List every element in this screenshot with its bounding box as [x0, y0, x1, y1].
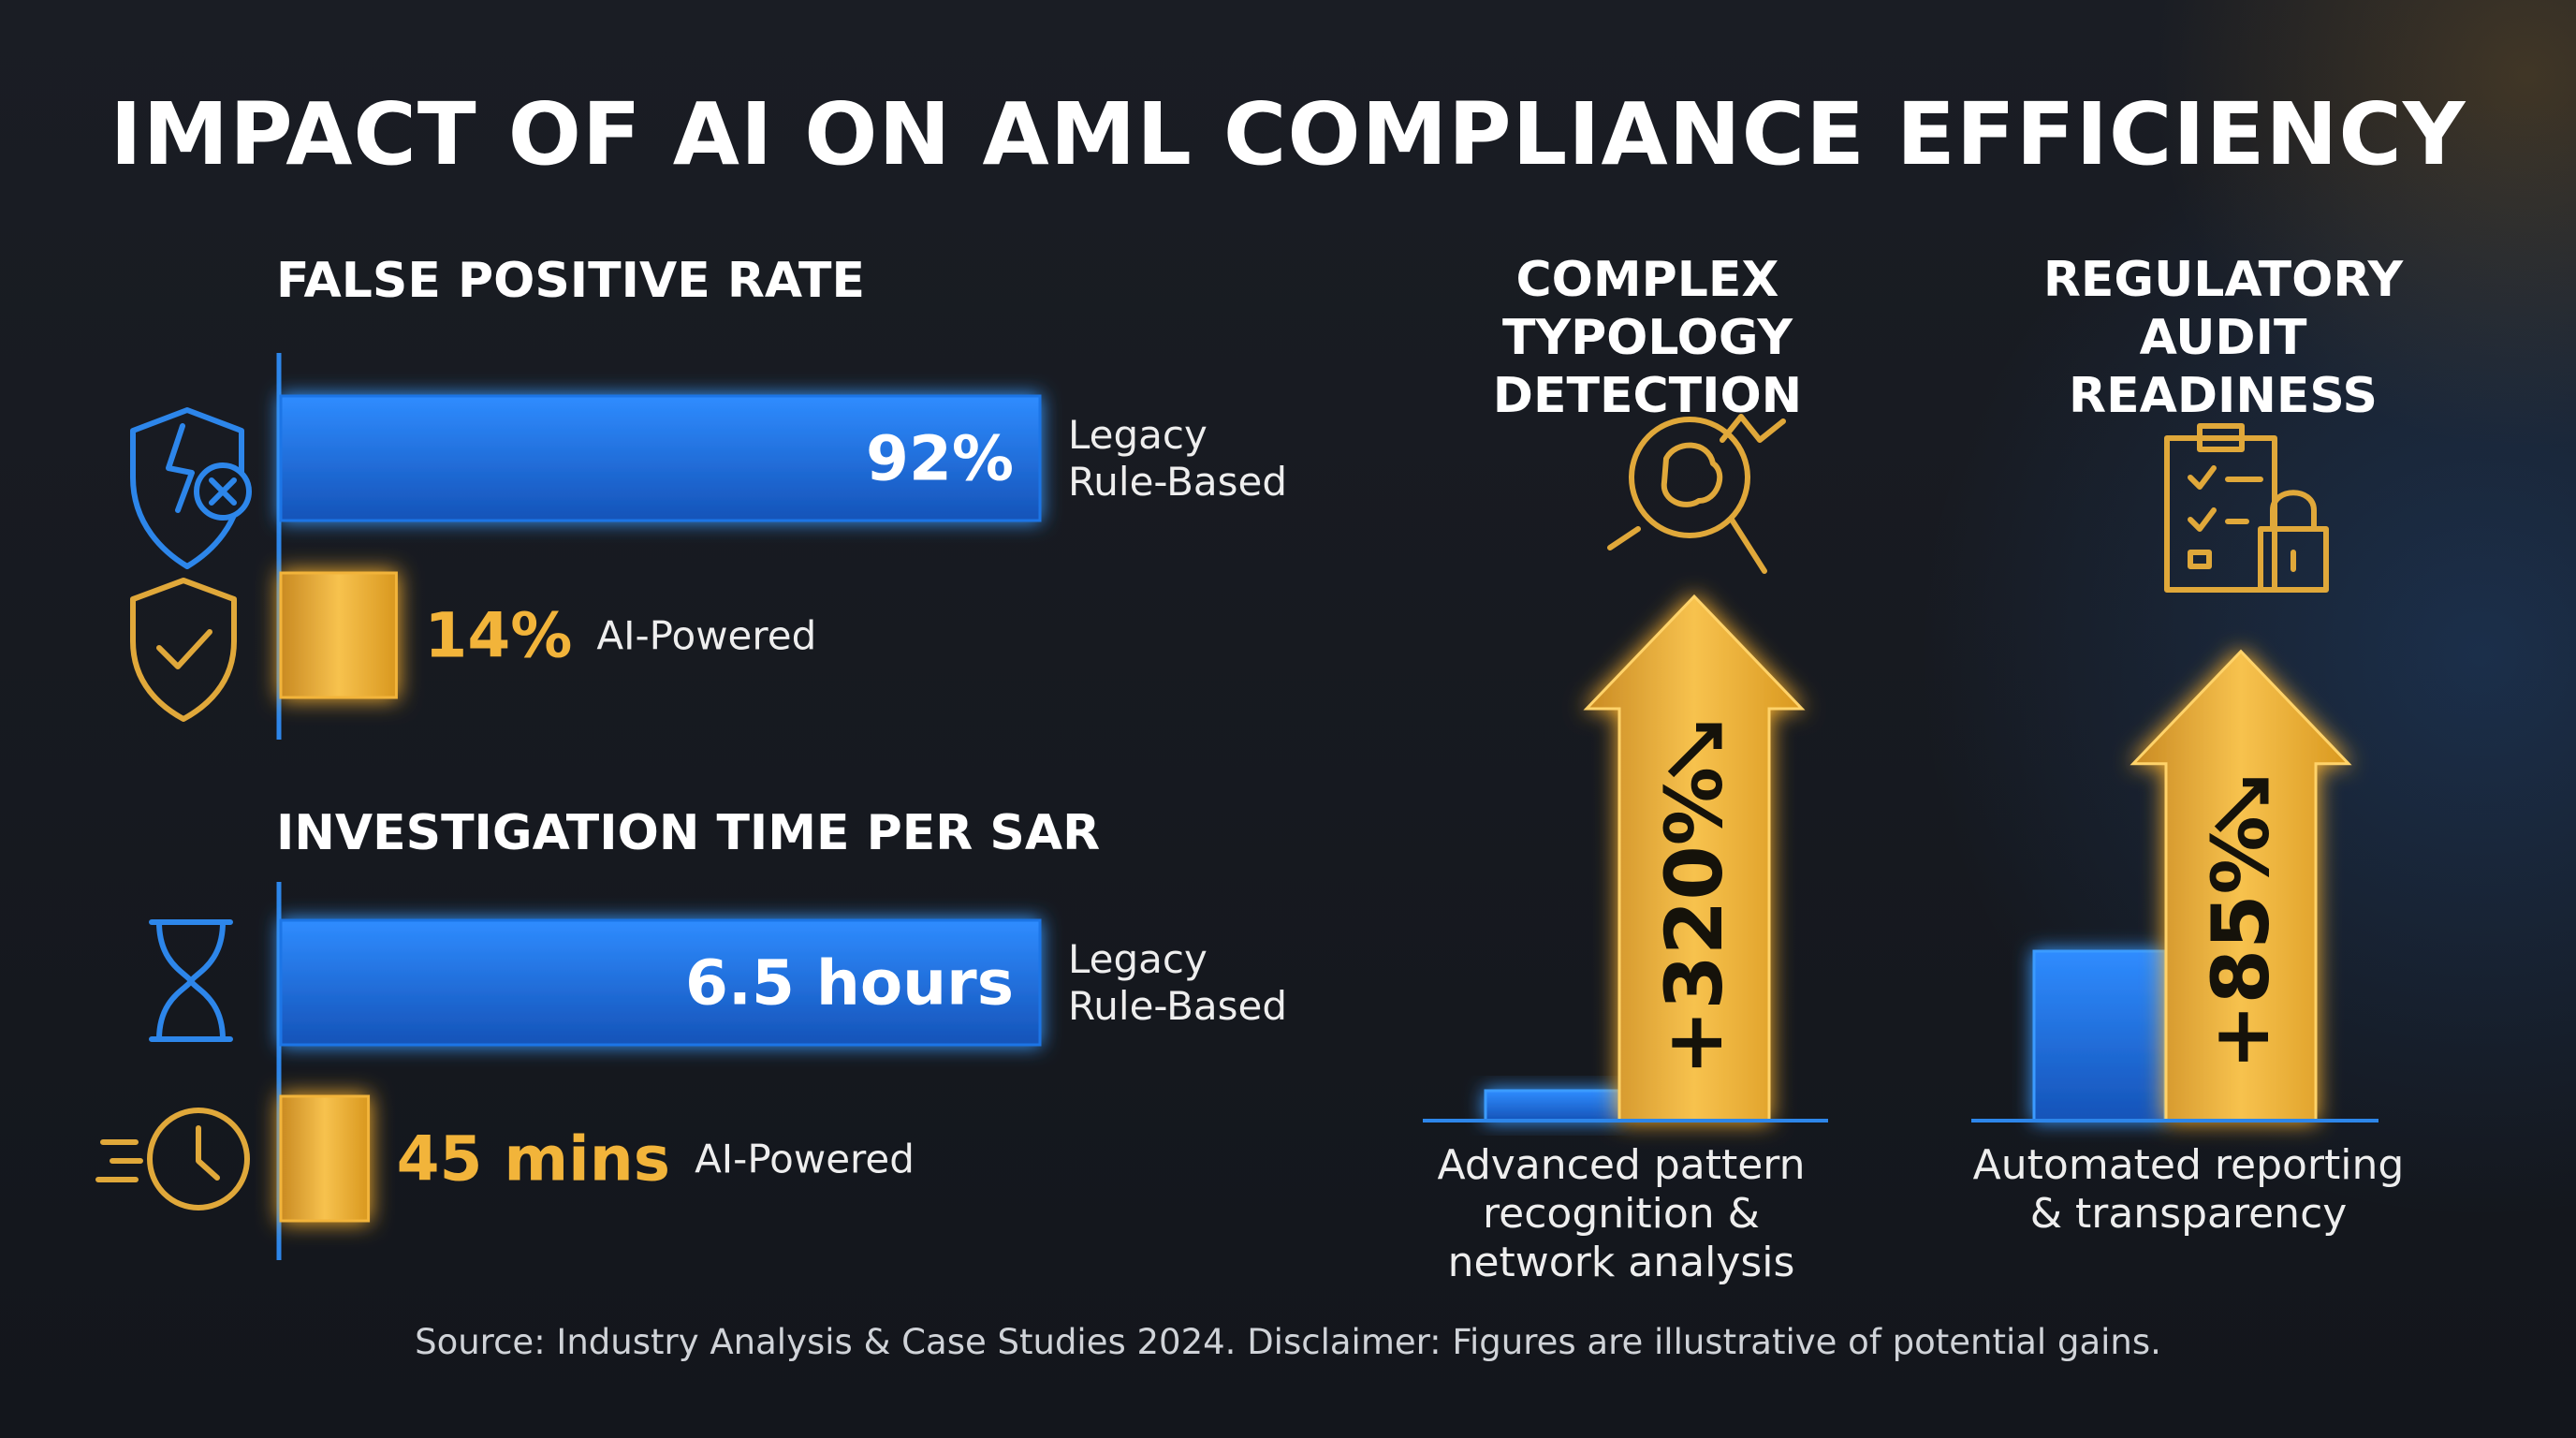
legacy-bar	[1484, 1089, 1621, 1123]
icon-x-mark	[209, 477, 237, 506]
icon-clock	[147, 1108, 250, 1211]
category-label: Legacy Rule-Based	[1068, 411, 1288, 505]
gain-label: +85%	[2195, 814, 2287, 1070]
icon-clock-hands	[95, 1125, 220, 1182]
bar-label-row: 14% AI-Powered	[424, 599, 816, 671]
caption: Automated reporting & transparency	[1972, 1141, 2405, 1238]
caption: Advanced pattern recognition & network a…	[1437, 1141, 1806, 1286]
icon-brain-search	[1607, 414, 1786, 574]
gain-label: +320%	[1648, 767, 1740, 1077]
chart-title: INVESTIGATION TIME PER SAR	[276, 805, 1101, 861]
chart-title: COMPLEX TYPOLOGY DETECTION	[1492, 252, 1803, 424]
value-label: 6.5 hours	[684, 946, 1014, 1019]
category-label: Legacy Rule-Based	[1068, 935, 1288, 1029]
main-title: IMPACT OF AI ON AML COMPLIANCE EFFICIENC…	[110, 84, 2466, 184]
source-note: Source: Industry Analysis & Case Studies…	[415, 1322, 2161, 1362]
value-label: 45 mins	[396, 1123, 671, 1195]
icon-lock	[2258, 490, 2329, 593]
bar	[279, 918, 1042, 1047]
icon-hourglass	[149, 919, 233, 1042]
gain-glyph	[1667, 723, 1722, 778]
category-label: AI-Powered	[596, 612, 817, 658]
chart-title: REGULATORY AUDIT READINESS	[2042, 252, 2404, 424]
icon-shield-check	[130, 578, 237, 722]
legacy-bar	[2032, 949, 2167, 1123]
bar	[279, 394, 1042, 522]
icons	[95, 407, 2329, 1211]
bar	[279, 1094, 371, 1223]
bar-label-row: 45 mins AI-Powered	[397, 1123, 915, 1195]
icon-magnifier	[1629, 417, 1750, 538]
chart-title: FALSE POSITIVE RATE	[276, 253, 866, 309]
gain-glyph	[2214, 778, 2269, 832]
value-label: 92%	[866, 422, 1014, 494]
category-label: AI-Powered	[695, 1136, 915, 1181]
bar	[279, 571, 398, 699]
value-label: 14%	[424, 599, 573, 671]
